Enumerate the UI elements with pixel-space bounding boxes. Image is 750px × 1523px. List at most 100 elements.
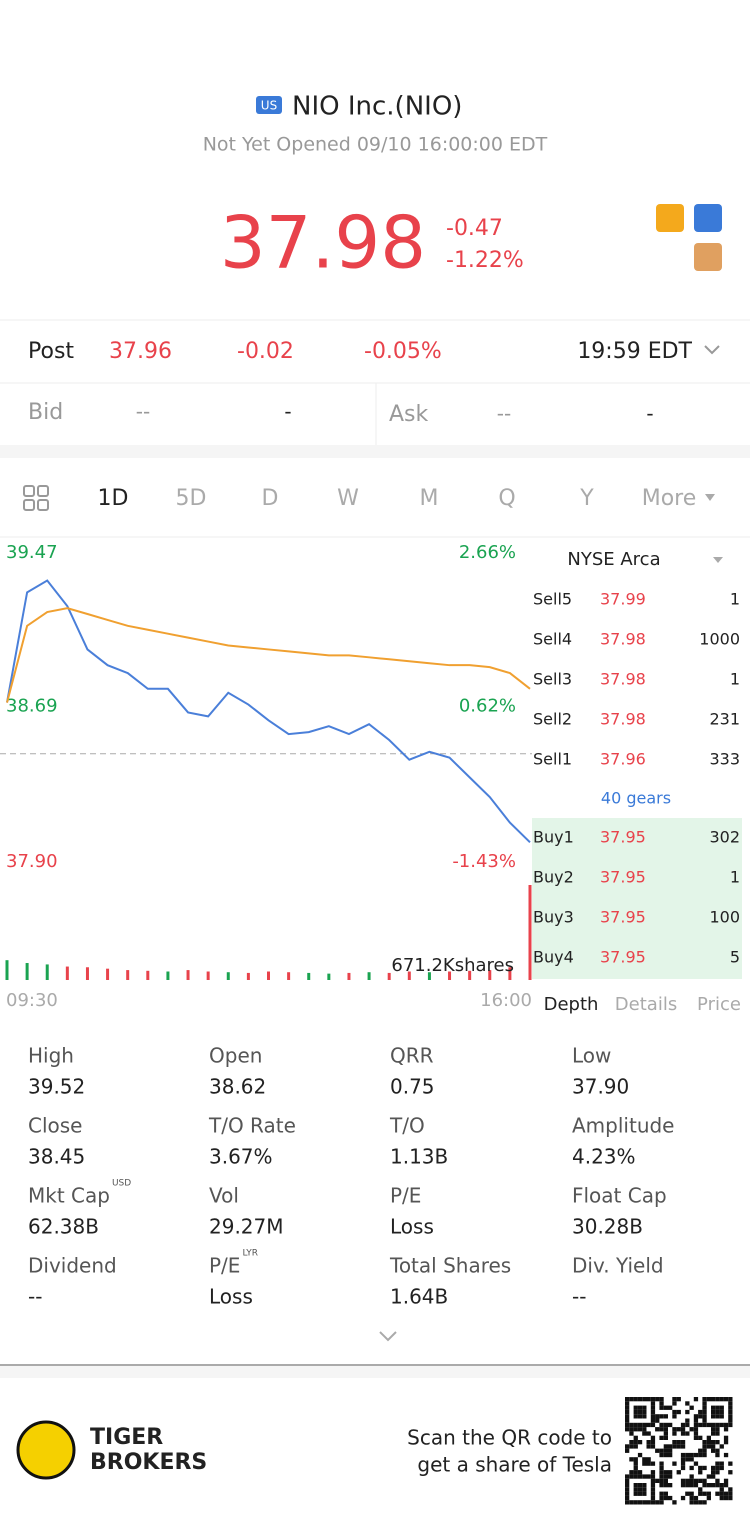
qr-cell xyxy=(702,1465,707,1471)
stat-value: 39.52 xyxy=(28,1075,85,1099)
qr-cell xyxy=(663,1448,668,1453)
market-badge-bg xyxy=(256,96,282,114)
qr-cell xyxy=(685,1478,690,1483)
qr-cell xyxy=(685,1457,690,1462)
qr-cell xyxy=(719,1487,724,1492)
stat-label: P/E xyxy=(209,1254,240,1278)
qr-cell xyxy=(680,1431,686,1436)
stat-value: 62.38B xyxy=(28,1215,99,1239)
qr-cell xyxy=(672,1431,677,1436)
volume-bar xyxy=(206,971,210,980)
icon-stack[interactable] xyxy=(694,243,722,271)
qr-cell xyxy=(650,1478,656,1483)
qr-cell xyxy=(646,1500,651,1505)
volume-bar xyxy=(25,963,29,980)
qr-cell xyxy=(633,1500,638,1505)
stat-value: -- xyxy=(572,1285,586,1309)
qr-cell xyxy=(642,1405,647,1410)
icon-dollar[interactable] xyxy=(656,204,684,232)
qr-cell xyxy=(676,1427,681,1432)
qr-cell xyxy=(659,1478,664,1483)
y-tick-label: 38.69 xyxy=(6,696,58,717)
qr-cell xyxy=(723,1435,729,1440)
qr-cell xyxy=(655,1427,660,1432)
timeframe-tab[interactable]: Q xyxy=(498,486,515,511)
market-badge: US xyxy=(261,99,277,113)
book-side: Buy1 xyxy=(533,828,574,847)
volume-bar xyxy=(186,970,190,980)
volume-bar xyxy=(45,964,49,980)
qr-cell xyxy=(728,1491,733,1496)
qr-cell xyxy=(702,1491,707,1496)
qr-cell xyxy=(715,1414,720,1419)
qr-cell xyxy=(715,1461,720,1466)
qr-cell xyxy=(650,1491,656,1496)
qr-cell xyxy=(711,1465,716,1471)
timeframe-tab[interactable]: 5D xyxy=(176,486,207,511)
qr-cell xyxy=(637,1491,643,1496)
post-time[interactable]: 19:59 EDT xyxy=(577,339,692,364)
change-pct: -1.22% xyxy=(446,248,524,273)
book-price: 37.96 xyxy=(600,750,646,769)
qr-cell xyxy=(659,1405,664,1410)
timeframe-tab[interactable]: M xyxy=(420,486,439,511)
gears: 40 gears xyxy=(601,789,671,808)
qr-cell xyxy=(676,1409,681,1415)
book-tab[interactable]: Depth xyxy=(544,994,599,1015)
qr-cell xyxy=(698,1435,703,1440)
chevron[interactable] xyxy=(704,345,720,355)
qr-cell xyxy=(680,1427,686,1432)
y-tick-label: 37.90 xyxy=(6,851,58,872)
qr-cell xyxy=(719,1409,724,1415)
qr-cell xyxy=(629,1474,634,1479)
book-tab[interactable]: Price xyxy=(697,994,741,1015)
book-price: 37.95 xyxy=(600,828,646,847)
timeframe-tab[interactable]: 1D xyxy=(98,486,129,511)
qr-cell xyxy=(659,1401,664,1406)
qr-cell xyxy=(625,1422,630,1428)
timeframe-tab[interactable]: D xyxy=(262,486,279,511)
qr-cell xyxy=(650,1474,656,1479)
stat-value: 1.64B xyxy=(390,1285,448,1309)
qr-cell xyxy=(659,1435,664,1440)
book-tab[interactable]: Details xyxy=(615,994,677,1015)
qr-cell xyxy=(633,1435,638,1440)
qr-cell xyxy=(711,1483,716,1488)
qr-cell xyxy=(650,1495,656,1501)
qr-cell xyxy=(663,1444,668,1449)
timeframe-tab[interactable]: More xyxy=(642,486,697,511)
book-size: 1 xyxy=(730,868,740,887)
timeframe-tab[interactable]: Y xyxy=(579,486,594,511)
expand[interactable] xyxy=(379,1331,397,1342)
qr-cell xyxy=(659,1465,664,1471)
volume-bar xyxy=(488,970,492,980)
grid-icon[interactable] xyxy=(23,485,49,511)
qr-cell xyxy=(659,1397,664,1402)
timeframe-tab[interactable]: W xyxy=(337,486,359,511)
volume-bar xyxy=(5,960,9,980)
book-price: 37.95 xyxy=(600,868,646,887)
qr-cell xyxy=(680,1478,686,1483)
qr-cell xyxy=(693,1495,699,1501)
icon-flash[interactable] xyxy=(694,204,722,232)
qr-cell xyxy=(702,1401,707,1406)
qr-cell xyxy=(715,1405,720,1410)
qr-cell xyxy=(642,1500,647,1505)
qr-cell xyxy=(642,1397,647,1402)
qr-cell xyxy=(693,1500,699,1505)
qr-cell xyxy=(629,1500,634,1505)
post-price: 37.96 xyxy=(109,339,172,364)
stat-value: 37.90 xyxy=(572,1075,629,1099)
qr-cell xyxy=(650,1461,656,1466)
qr-cell xyxy=(646,1397,651,1402)
qr-cell xyxy=(633,1427,638,1432)
qr-cell xyxy=(689,1427,694,1432)
book-price: 37.99 xyxy=(600,590,646,609)
qr-cell xyxy=(642,1461,647,1466)
stat-label: P/E xyxy=(390,1184,421,1208)
qr-cell xyxy=(655,1397,660,1402)
qr-cell xyxy=(637,1483,643,1488)
x-label: 16:00 xyxy=(480,990,532,1011)
qr-cell xyxy=(663,1491,668,1496)
qr-cell xyxy=(633,1483,638,1488)
